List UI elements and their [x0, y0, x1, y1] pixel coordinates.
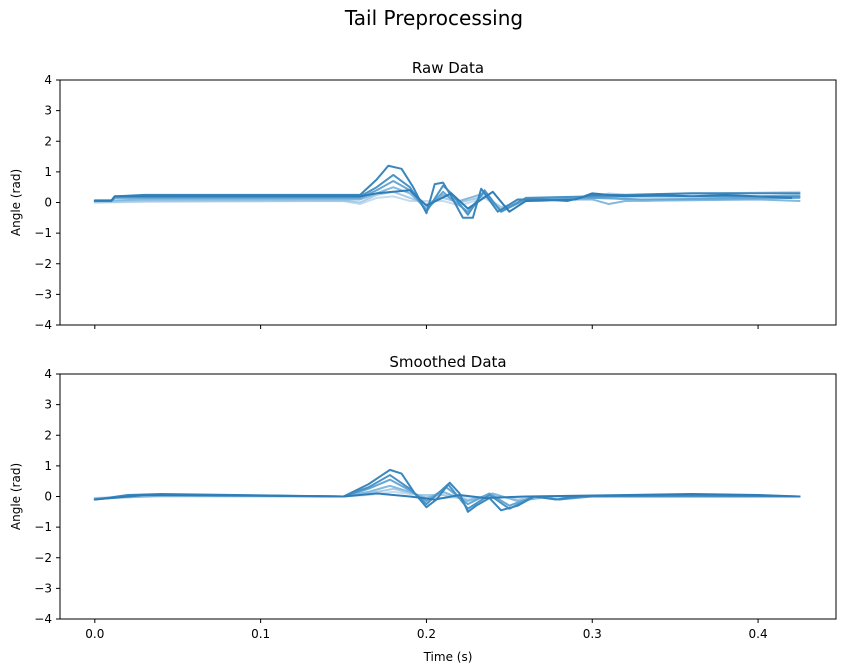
- smoothed-data-ytick-label: 0: [44, 490, 52, 504]
- smoothed-data-series-line-5: [93, 474, 801, 510]
- smoothed-data-ytick-label: −1: [34, 520, 52, 534]
- smoothed-data-series-line-6: [93, 468, 801, 513]
- smoothed-data-ytick-label: 3: [44, 398, 52, 412]
- raw-data-ytick-label: −4: [34, 318, 52, 332]
- raw-data-series-line-7: [93, 189, 793, 213]
- smoothed-data-axes: Smoothed Data Angle (rad) Time (s) −4−3−…: [9, 353, 837, 664]
- smoothed-data-ytick-label: −3: [34, 581, 52, 595]
- raw-data-series-line-6: [93, 164, 801, 219]
- smoothed-data-xtick-label: 0.3: [583, 627, 602, 641]
- smoothed-data-xtick-label: 0.4: [749, 627, 768, 641]
- smoothed-data-ytick-label: 1: [44, 459, 52, 473]
- raw-data-series: [93, 164, 801, 219]
- smoothed-data-xtick-label: 0.1: [251, 627, 270, 641]
- raw-data-ytick-label: −3: [34, 287, 52, 301]
- smoothed-data-series: [93, 468, 801, 513]
- raw-data-axes: Raw Data Angle (rad) −4 −3 −2 −1 0 1 2 3 4: [9, 59, 837, 332]
- smoothed-data-ticks: −4 −3 −2 −1 0 1 2 3 4 0.0 0.1 0.2 0.3 0.4: [34, 367, 767, 641]
- smoothed-data-ytick-label: −2: [34, 551, 52, 565]
- raw-data-ylabel: Angle (rad): [9, 169, 23, 236]
- figure-title: Tail Preprocessing: [344, 6, 523, 30]
- smoothed-data-ytick-label: −4: [34, 612, 52, 626]
- raw-data-ytick-label: 2: [44, 134, 52, 148]
- smoothed-data-frame: [59, 373, 837, 620]
- raw-data-frame: [59, 79, 837, 326]
- raw-data-ytick-label: 4: [44, 73, 52, 87]
- smoothed-data-xtick-label: 0.0: [85, 627, 104, 641]
- smoothed-data-ylabel: Angle (rad): [9, 463, 23, 530]
- raw-data-ytick-label: 1: [44, 165, 52, 179]
- raw-data-title: Raw Data: [412, 59, 484, 77]
- raw-data-ytick-label: −2: [34, 257, 52, 271]
- smoothed-data-ytick-label: 4: [44, 367, 52, 381]
- raw-data-ytick-label: 0: [44, 196, 52, 210]
- smoothed-data-title: Smoothed Data: [389, 353, 506, 371]
- smoothed-data-xtick-label: 0.2: [417, 627, 436, 641]
- raw-data-ticks: −4 −3 −2 −1 0 1 2 3 4: [34, 73, 759, 332]
- raw-data-ytick-label: −1: [34, 226, 52, 240]
- smoothed-data-ytick-label: 2: [44, 428, 52, 442]
- smoothed-data-xlabel: Time (s): [423, 650, 473, 664]
- smoothed-data-series-line-7: [93, 492, 801, 501]
- raw-data-ytick-label: 3: [44, 104, 52, 118]
